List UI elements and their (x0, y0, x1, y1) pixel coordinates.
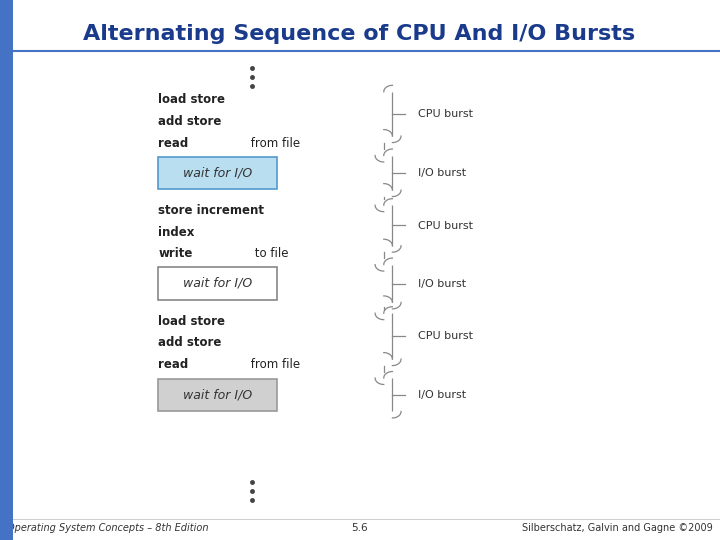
Text: write: write (158, 247, 193, 260)
Text: I/O burst: I/O burst (418, 390, 466, 400)
Text: add store: add store (158, 115, 222, 128)
Text: CPU burst: CPU burst (418, 109, 472, 119)
Text: wait for I/O: wait for I/O (183, 277, 253, 290)
Text: 5.6: 5.6 (351, 523, 369, 533)
Text: CPU burst: CPU burst (418, 221, 472, 231)
Text: store increment: store increment (158, 204, 264, 217)
FancyBboxPatch shape (158, 157, 277, 189)
Text: from file: from file (247, 358, 300, 371)
Text: read: read (158, 137, 189, 150)
Text: load store: load store (158, 93, 225, 106)
Text: I/O burst: I/O burst (418, 168, 466, 178)
Text: CPU burst: CPU burst (418, 332, 472, 341)
Text: wait for I/O: wait for I/O (183, 166, 253, 179)
Text: I/O burst: I/O burst (418, 279, 466, 288)
Text: wait for I/O: wait for I/O (183, 389, 253, 402)
Text: read: read (158, 358, 189, 371)
Text: index: index (158, 226, 195, 239)
Text: Silberschatz, Galvin and Gagne ©2009: Silberschatz, Galvin and Gagne ©2009 (522, 523, 713, 533)
Text: Operating System Concepts – 8th Edition: Operating System Concepts – 8th Edition (7, 523, 209, 533)
Text: to file: to file (251, 247, 288, 260)
FancyBboxPatch shape (158, 379, 277, 411)
Bar (0, 0, 13, 540)
Text: load store: load store (158, 315, 225, 328)
Text: Alternating Sequence of CPU And I/O Bursts: Alternating Sequence of CPU And I/O Burs… (83, 24, 635, 44)
Text: from file: from file (247, 137, 300, 150)
FancyBboxPatch shape (158, 267, 277, 300)
Text: add store: add store (158, 336, 222, 349)
